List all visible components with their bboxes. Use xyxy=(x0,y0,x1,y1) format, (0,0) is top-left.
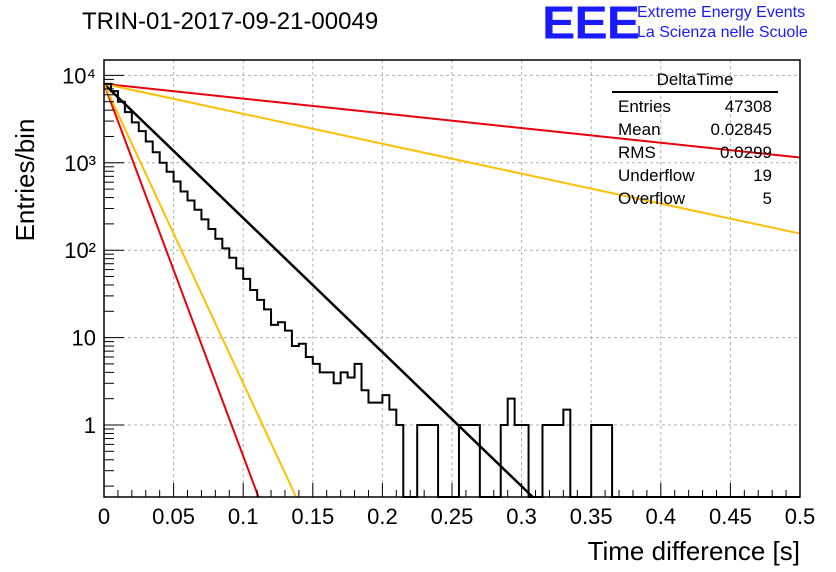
stats-label: RMS xyxy=(618,143,656,162)
stats-row: RMS 0.0299 xyxy=(612,141,778,164)
x-tick-label: 0.35 xyxy=(570,504,613,529)
stats-label: Mean xyxy=(618,120,661,139)
eee-logo: EEE xyxy=(542,0,640,49)
stats-box-title: DeltaTime xyxy=(612,70,778,93)
y-tick-label: 10 xyxy=(72,326,96,351)
y-tick-label: 10⁴ xyxy=(62,63,96,88)
x-tick-label: 0.25 xyxy=(431,504,474,529)
logo-caption-line2: La Scienza nelle Scuole xyxy=(637,24,808,41)
fit-curves xyxy=(103,82,801,498)
x-tick-label: 0.2 xyxy=(367,504,398,529)
stats-row: Overflow 5 xyxy=(612,187,778,210)
logo-caption: Extreme Energy Events La Scienza nelle S… xyxy=(637,3,808,43)
y-tick-label: 10² xyxy=(64,238,96,263)
x-tick-label: 0.3 xyxy=(506,504,537,529)
x-tick-label: 0.15 xyxy=(291,504,334,529)
stats-row: Underflow 19 xyxy=(612,164,778,187)
fit-curve xyxy=(103,82,534,498)
stats-value: 19 xyxy=(753,166,772,185)
y-axis-label: Entries/bin xyxy=(10,119,40,242)
chart-title: TRIN-01-2017-09-21-00049 xyxy=(82,8,379,35)
x-tick-label: 0.1 xyxy=(228,504,259,529)
y-tick-label: 10³ xyxy=(64,151,96,176)
stats-value: 0.02845 xyxy=(710,120,772,139)
stats-value: 47308 xyxy=(724,97,772,116)
stats-row: Entries 47308 xyxy=(612,95,778,118)
x-tick-label: 0.05 xyxy=(152,504,195,529)
stats-box: DeltaTime Entries 47308 Mean 0.02845 RMS… xyxy=(612,70,778,210)
stats-label: Underflow xyxy=(618,166,695,185)
stats-row: Mean 0.02845 xyxy=(612,118,778,141)
stats-label: Entries xyxy=(618,97,671,116)
axis-ticks: 0 0.05 0.1 0.15 0.2 0.25 0.3 0.35 0.4 0.45 0.5 1 10 1… xyxy=(62,63,815,529)
x-tick-label: 0.4 xyxy=(646,504,677,529)
fit-curve xyxy=(103,83,298,498)
fit-curve xyxy=(103,83,260,498)
x-tick-label: 0 xyxy=(98,504,110,529)
stats-value: 0.0299 xyxy=(720,143,772,162)
fit-curve xyxy=(103,82,801,159)
x-axis-label: Time difference [s] xyxy=(588,536,800,566)
x-tick-label: 0.45 xyxy=(709,504,752,529)
logo-caption-line1: Extreme Energy Events xyxy=(637,4,806,21)
x-tick-label: 0.5 xyxy=(785,504,816,529)
fit-curve xyxy=(103,82,801,235)
stats-value: 5 xyxy=(762,189,772,208)
y-tick-label: 1 xyxy=(84,413,96,438)
stats-label: Overflow xyxy=(618,189,686,208)
